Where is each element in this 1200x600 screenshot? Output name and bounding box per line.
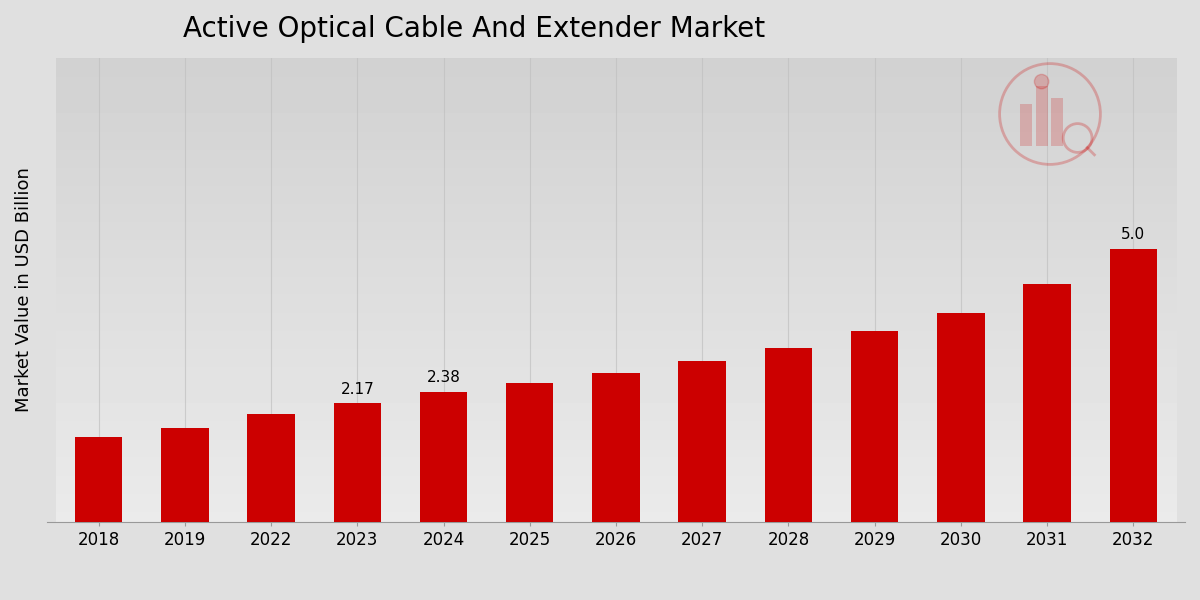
Bar — [506, 383, 553, 522]
Bar — [420, 392, 467, 522]
Text: Active Optical Cable And Extender Market: Active Optical Cable And Extender Market — [184, 15, 766, 43]
Bar — [1020, 104, 1032, 146]
Text: 2.38: 2.38 — [426, 370, 461, 385]
Bar — [937, 313, 984, 522]
Bar — [1051, 98, 1063, 146]
Y-axis label: Market Value in USD Billion: Market Value in USD Billion — [14, 167, 34, 412]
Bar — [74, 437, 122, 522]
Bar — [764, 349, 812, 522]
Text: 5.0: 5.0 — [1121, 227, 1145, 242]
Circle shape — [1034, 74, 1049, 89]
Bar — [593, 373, 640, 522]
Bar — [1024, 284, 1070, 522]
Text: 2.17: 2.17 — [341, 382, 374, 397]
Bar — [851, 331, 899, 522]
Bar — [1110, 249, 1157, 522]
Bar — [678, 361, 726, 522]
Bar — [334, 403, 380, 522]
Bar — [247, 415, 295, 522]
Bar — [1036, 86, 1048, 146]
Bar — [161, 428, 209, 522]
